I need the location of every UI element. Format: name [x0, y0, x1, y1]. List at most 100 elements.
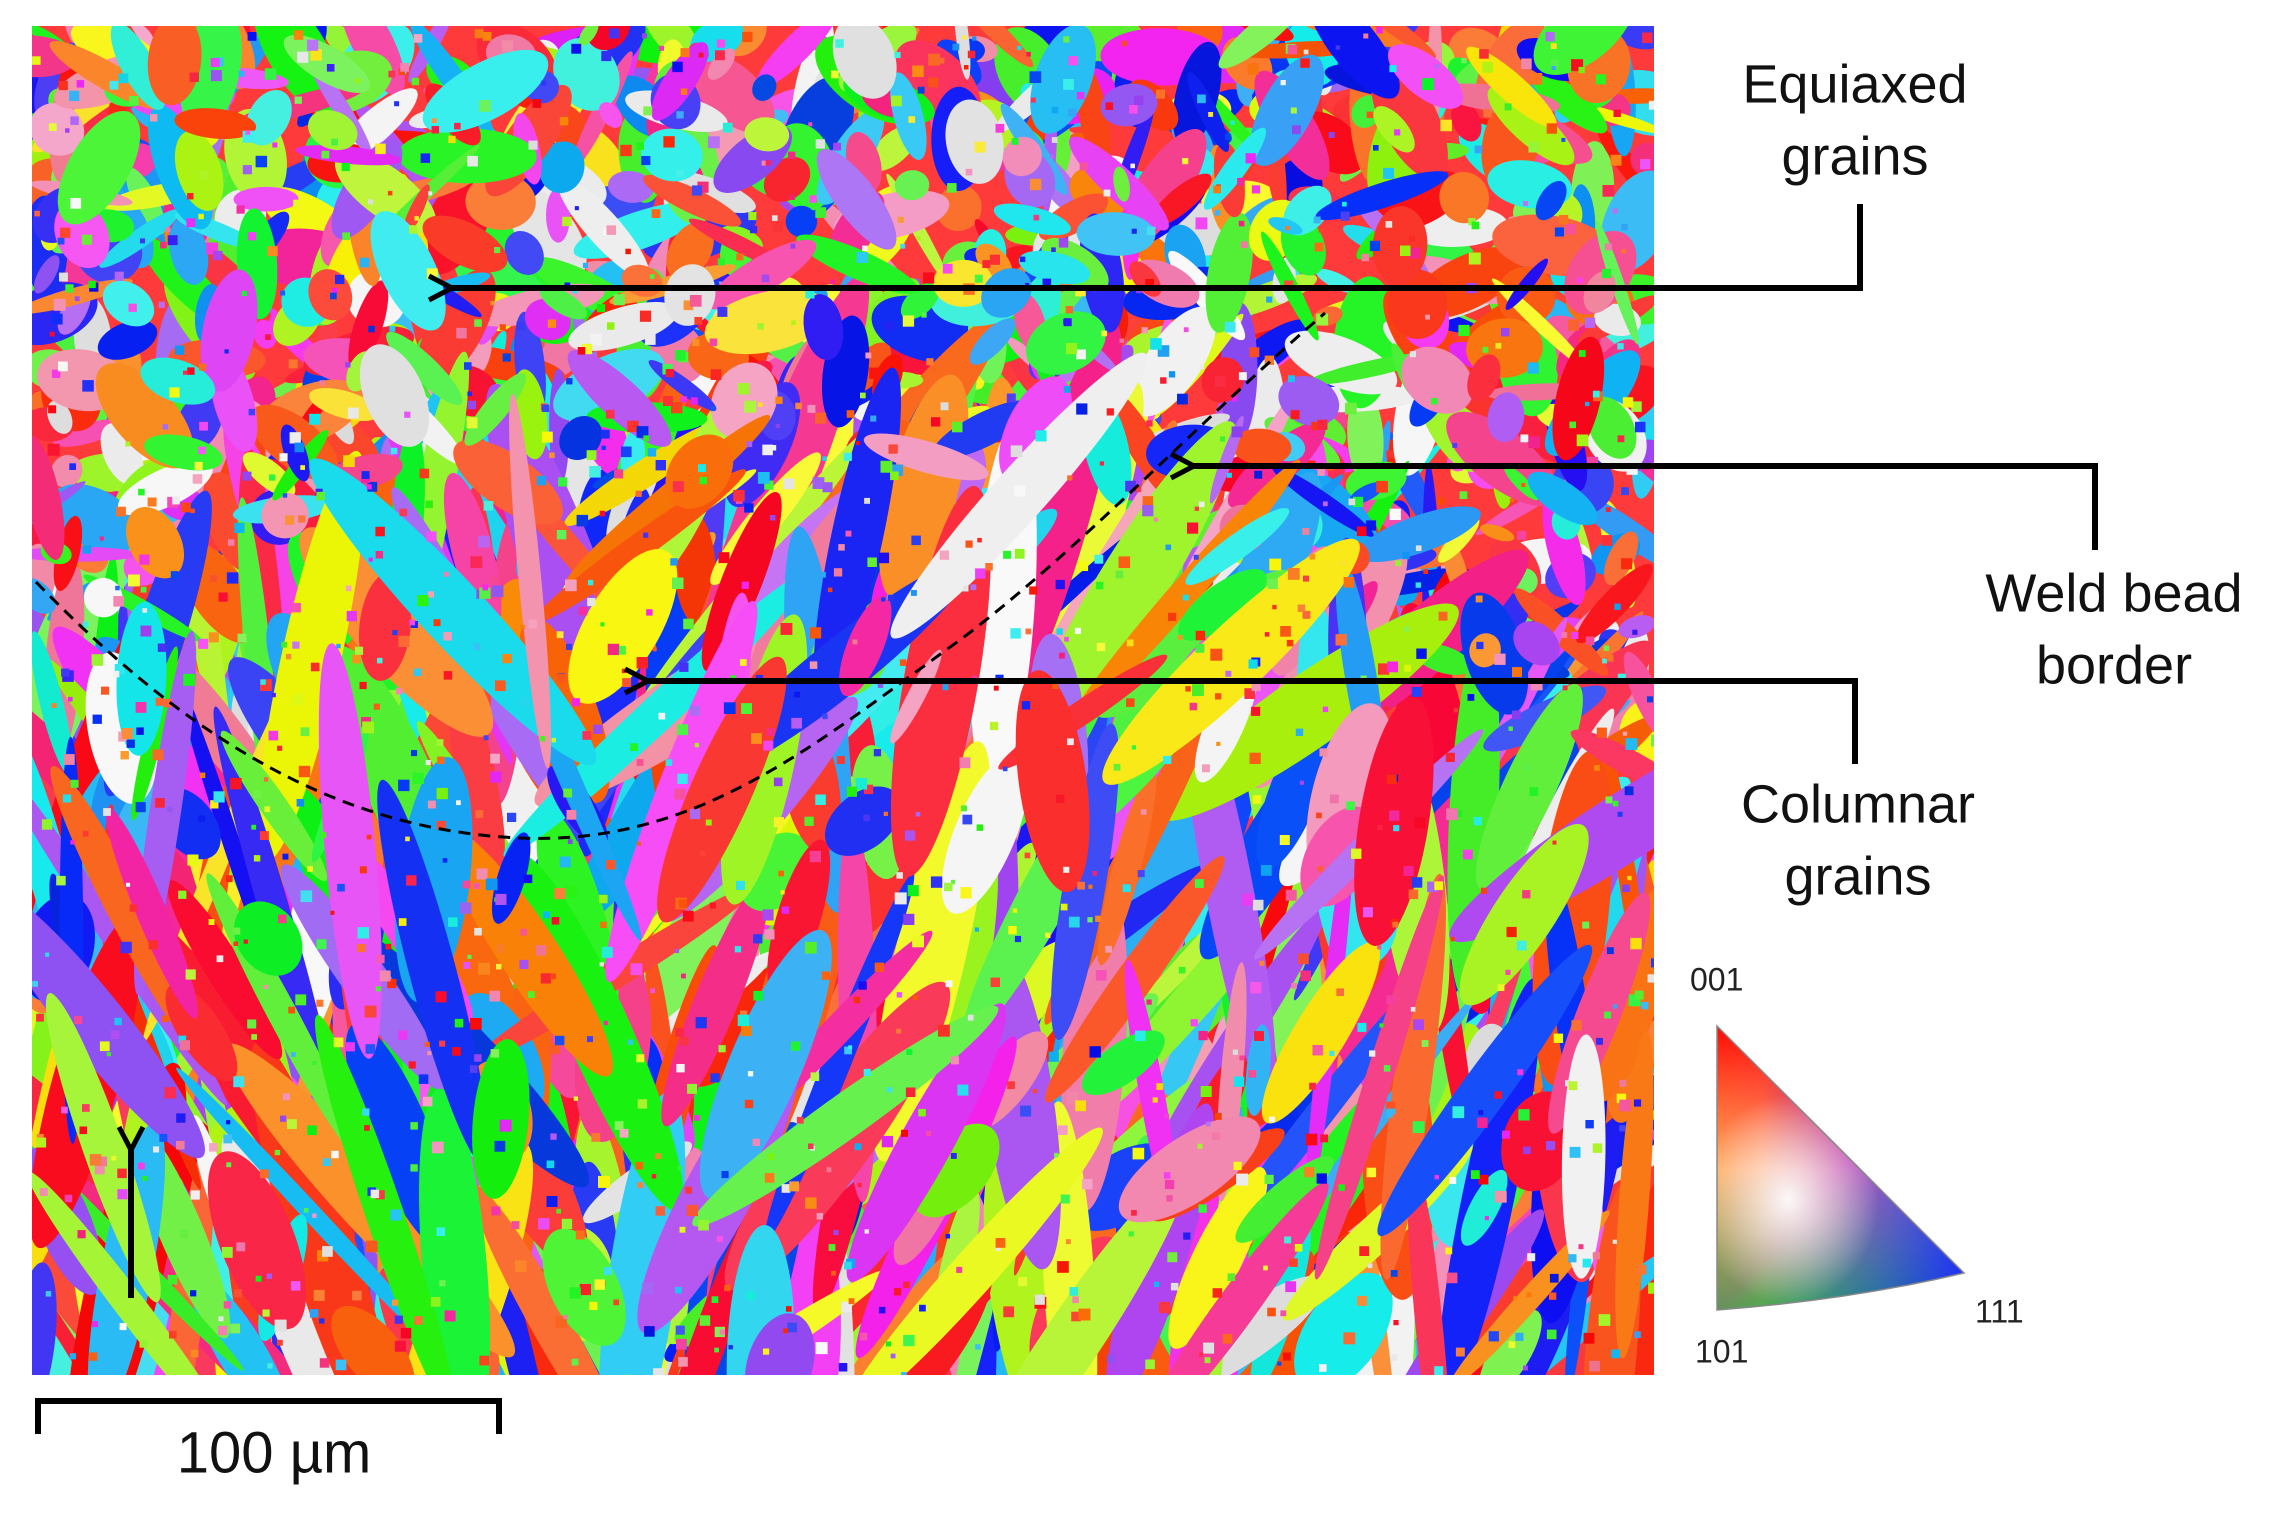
grain [870, 415, 877, 422]
grain [566, 643, 573, 650]
grain [1423, 569, 1429, 574]
grain [907, 885, 919, 897]
grain [541, 80, 547, 86]
grain [1185, 686, 1191, 692]
grain [206, 242, 219, 255]
grain [279, 453, 288, 462]
grain [1585, 1120, 1594, 1129]
grain [355, 78, 361, 84]
grain [413, 668, 422, 677]
grain [199, 363, 207, 371]
grain [162, 1015, 169, 1023]
grain [607, 322, 615, 330]
grain [822, 482, 833, 493]
grain [495, 680, 506, 692]
grain [555, 1035, 565, 1046]
grain [908, 116, 916, 123]
grain [51, 313, 63, 325]
grain [337, 883, 345, 892]
grain [630, 743, 638, 751]
grain [375, 526, 385, 537]
grain [694, 317, 703, 325]
grain [65, 284, 74, 293]
grain [1167, 612, 1177, 622]
grain [45, 952, 50, 957]
grain [426, 531, 437, 542]
grain [625, 248, 631, 255]
grain [672, 61, 683, 73]
grain [1185, 507, 1290, 586]
grain [59, 272, 68, 282]
grain [568, 549, 678, 704]
grain [715, 50, 725, 61]
grain [1606, 947, 1614, 955]
grain [977, 537, 982, 543]
grain [352, 1290, 362, 1301]
grain [890, 1353, 896, 1359]
grain [906, 1048, 913, 1055]
grain [456, 327, 467, 339]
grain [855, 441, 860, 446]
grain [233, 186, 299, 212]
grain [260, 1169, 269, 1179]
grain [873, 749, 882, 757]
grain [1304, 1167, 1315, 1178]
grain [603, 1267, 612, 1276]
grain [1316, 812, 1322, 819]
grain [36, 1134, 44, 1141]
grain [1373, 145, 1379, 151]
grain [251, 824, 257, 830]
grain [496, 944, 505, 953]
grain [1578, 350, 1586, 357]
grain [643, 106, 653, 116]
grain [1154, 1281, 1160, 1287]
grain [1480, 524, 1515, 542]
grain [319, 1358, 330, 1368]
grain [1455, 1347, 1465, 1357]
grain [473, 882, 480, 889]
grain [467, 954, 472, 959]
grain [1076, 212, 1156, 256]
grain [268, 730, 279, 741]
grain [680, 396, 687, 403]
grain [710, 406, 716, 412]
grain [1052, 682, 1059, 689]
grain [838, 544, 845, 551]
grain [1351, 848, 1362, 859]
grain [1578, 66, 1585, 74]
grain [1404, 664, 1412, 672]
grain [1345, 402, 1357, 415]
grain [365, 1240, 378, 1253]
grain [1533, 26, 1635, 75]
grain [502, 353, 511, 362]
grain [863, 784, 874, 795]
grain [959, 26, 1034, 68]
grain [495, 893, 507, 905]
grain [601, 445, 606, 450]
grain [247, 32, 257, 41]
grain [342, 232, 350, 241]
grain [69, 90, 80, 101]
grain [890, 72, 927, 160]
grain [1277, 1361, 1282, 1366]
grain [854, 1143, 862, 1151]
grain [1094, 554, 1104, 564]
grain [1297, 604, 1306, 612]
grain [698, 1219, 709, 1231]
grain [1078, 1308, 1091, 1321]
grain [243, 939, 248, 944]
grain [962, 35, 967, 40]
grain [591, 1133, 601, 1142]
grain [586, 450, 597, 460]
grain [1011, 138, 1019, 145]
grain [1523, 1146, 1531, 1155]
grain [34, 210, 40, 217]
grain [838, 1363, 848, 1372]
grain [1404, 626, 1410, 632]
grain [877, 682, 884, 688]
grain [61, 1106, 68, 1114]
grain [833, 568, 843, 577]
grain [1231, 426, 1243, 438]
grain [675, 1286, 682, 1294]
grain [1585, 401, 1590, 407]
